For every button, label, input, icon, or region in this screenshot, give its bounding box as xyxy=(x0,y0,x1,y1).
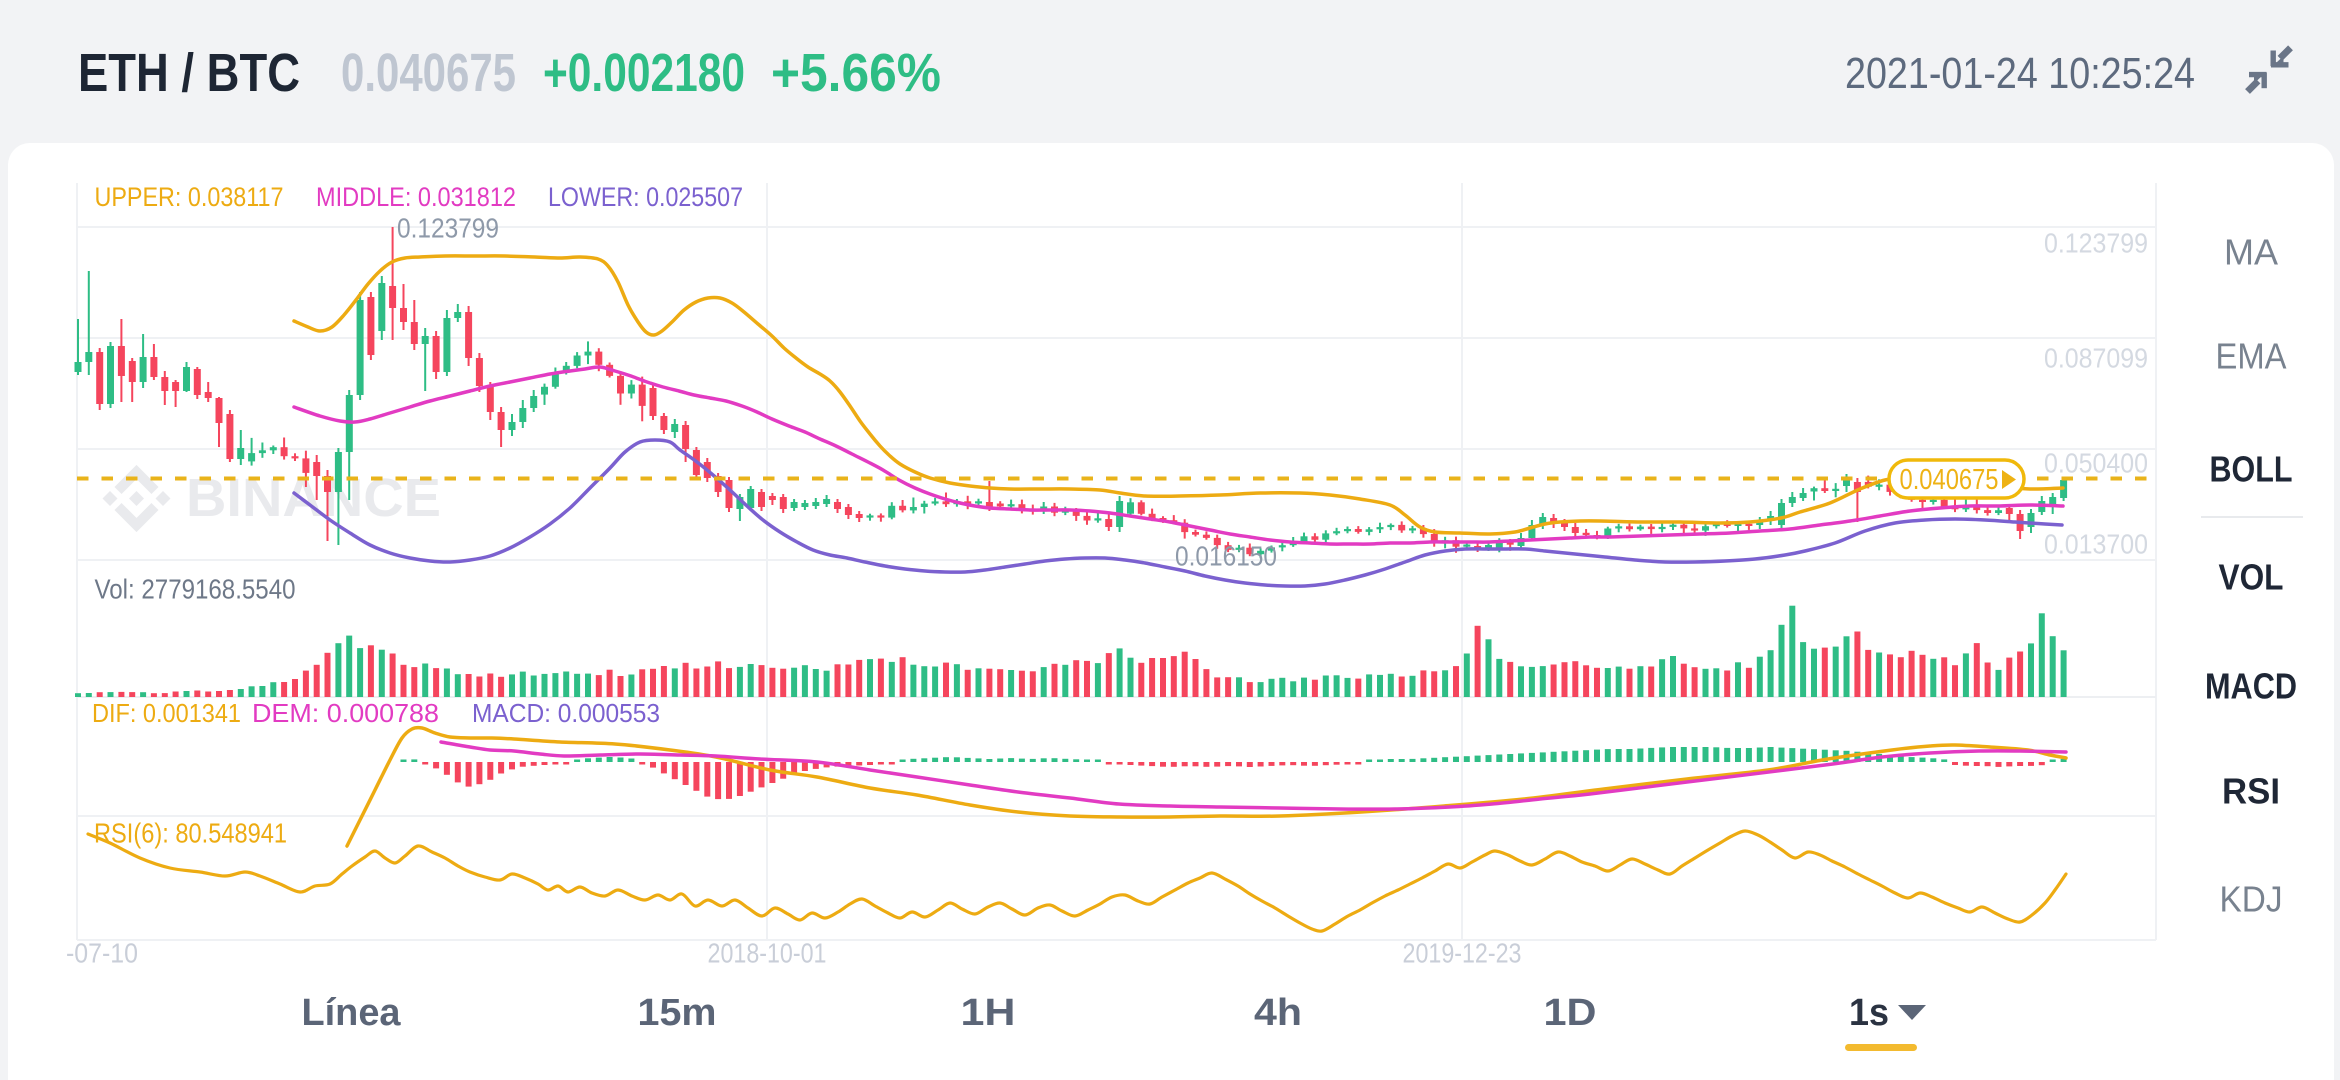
svg-text:0.123799: 0.123799 xyxy=(397,213,499,244)
svg-text:LOWER: 0.025507: LOWER: 0.025507 xyxy=(548,182,743,212)
svg-text:UPPER: 0.038117: UPPER: 0.038117 xyxy=(95,182,284,212)
svg-text:1D: 1D xyxy=(1544,992,1597,1034)
svg-text:MIDDLE: 0.031812: MIDDLE: 0.031812 xyxy=(316,182,516,212)
svg-text:VOL: VOL xyxy=(2219,557,2284,598)
svg-text:MACD: MACD xyxy=(2205,666,2297,707)
svg-text:0.040675: 0.040675 xyxy=(341,43,516,103)
svg-text:0.123799: 0.123799 xyxy=(2044,228,2148,259)
svg-text:+0.002180: +0.002180 xyxy=(543,43,745,103)
svg-text:0.040675: 0.040675 xyxy=(1900,464,1999,496)
svg-text:0.016150: 0.016150 xyxy=(1175,541,1277,572)
svg-text:KDJ: KDJ xyxy=(2220,879,2283,920)
svg-text:RSI: RSI xyxy=(2222,771,2280,812)
svg-text:0.050400: 0.050400 xyxy=(2044,448,2148,479)
svg-text:4h: 4h xyxy=(1254,992,1302,1034)
svg-text:1H: 1H xyxy=(961,992,1016,1034)
svg-text:-07-10: -07-10 xyxy=(66,938,138,969)
svg-text:RSI(6): 80.548941: RSI(6): 80.548941 xyxy=(94,818,287,849)
svg-text:0.013700: 0.013700 xyxy=(2044,529,2148,560)
svg-text:EMA: EMA xyxy=(2216,336,2287,377)
svg-text:2021-01-24 10:25:24: 2021-01-24 10:25:24 xyxy=(1845,49,2195,98)
svg-text:DEM: 0.000788: DEM: 0.000788 xyxy=(252,698,439,728)
svg-text:Vol: 2779168.5540: Vol: 2779168.5540 xyxy=(95,574,296,605)
svg-text:Línea: Línea xyxy=(302,992,402,1034)
svg-text:+5.66%: +5.66% xyxy=(771,43,941,103)
svg-text:15m: 15m xyxy=(638,992,717,1034)
svg-text:BOLL: BOLL xyxy=(2210,449,2293,490)
svg-text:0.087099: 0.087099 xyxy=(2044,343,2148,374)
svg-text:2019-12-23: 2019-12-23 xyxy=(1403,938,1522,969)
svg-text:MACD: 0.000553: MACD: 0.000553 xyxy=(472,698,660,728)
svg-text:MA: MA xyxy=(2224,232,2278,273)
svg-text:1s: 1s xyxy=(1849,992,1889,1034)
svg-text:ETH / BTC: ETH / BTC xyxy=(78,43,300,103)
svg-text:2018-10-01: 2018-10-01 xyxy=(708,938,827,969)
svg-text:DIF: 0.001341: DIF: 0.001341 xyxy=(92,698,241,728)
